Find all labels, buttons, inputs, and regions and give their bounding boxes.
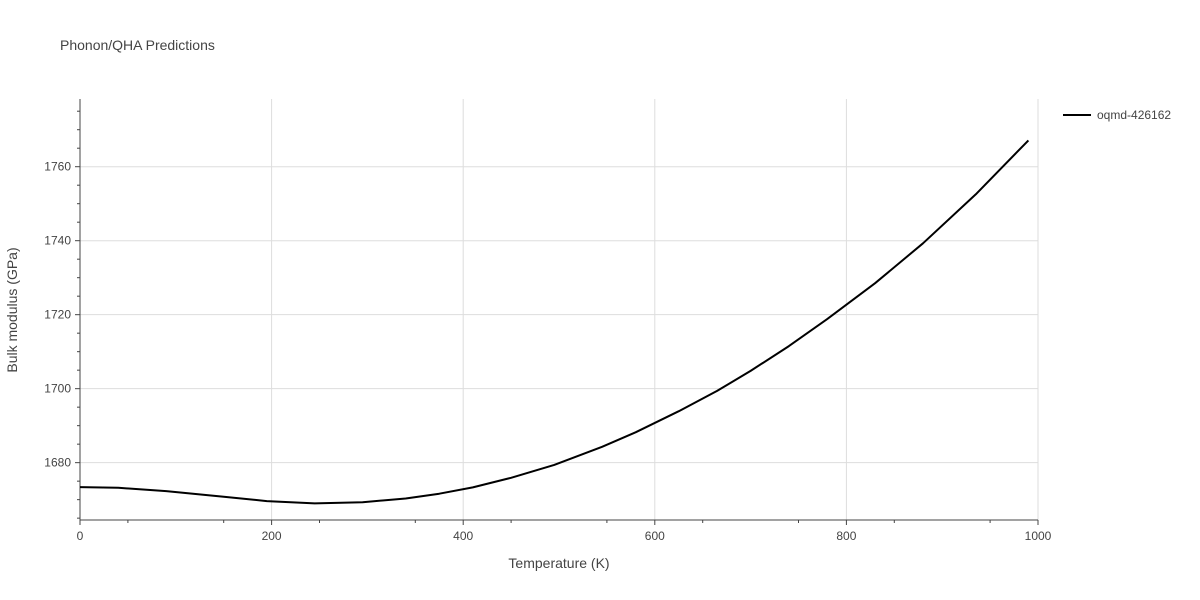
y-tick-label: 1720 [44,308,71,322]
chart-title: Phonon/QHA Predictions [60,37,215,53]
tick-labels: 0 200 400 600 800 1000 1680 1700 1720 1740 1760 [44,160,1051,543]
y-tick-label: 1740 [44,234,71,248]
y-tick-label: 1700 [44,382,71,396]
series-lines [79,139,1030,505]
y-tick-label: 1680 [44,456,71,470]
y-tick-label: 1760 [44,160,71,174]
legend[interactable]: oqmd-426162 [1063,108,1171,122]
legend-label: oqmd-426162 [1097,108,1171,122]
x-tick-label: 800 [836,529,856,543]
x-tick-label: 0 [77,529,84,543]
axes [75,99,1039,525]
series-line [79,139,1030,505]
x-axis-title: Temperature (K) [508,555,609,571]
x-tick-label: 400 [453,529,473,543]
x-tick-label: 1000 [1025,529,1052,543]
x-tick-label: 200 [262,529,282,543]
y-axis-title: Bulk modulus (GPa) [4,247,20,372]
x-tick-label: 600 [645,529,665,543]
